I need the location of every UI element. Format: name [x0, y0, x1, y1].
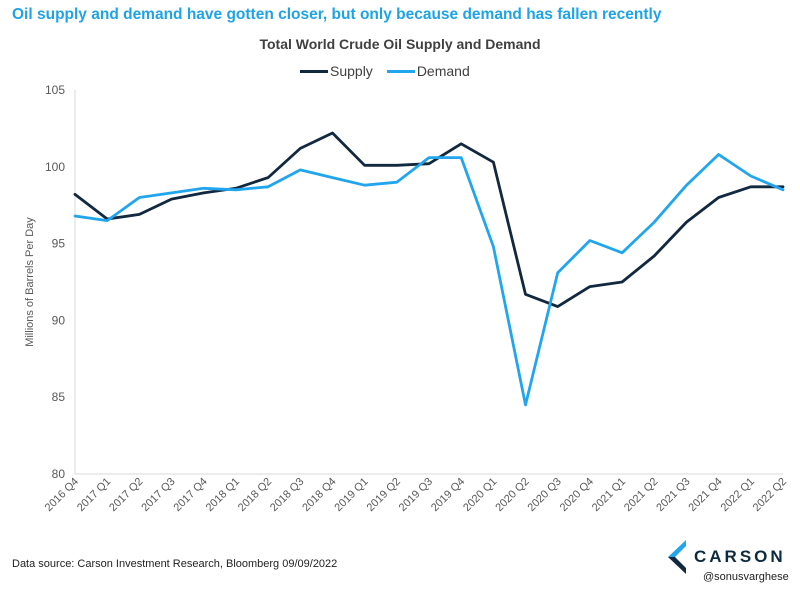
x-tick-label: 2020 Q2: [493, 476, 531, 514]
x-tick-label: 2020 Q3: [526, 476, 564, 514]
brand-name: CARSON: [694, 547, 786, 566]
y-tick-label: 85: [52, 390, 66, 404]
y-axis-label: Millions of Barrels Per Day: [24, 217, 36, 347]
x-tick-label: 2018 Q1: [204, 476, 242, 514]
x-tick-label: 2021 Q4: [686, 476, 724, 514]
x-tick-label: 2019 Q2: [365, 476, 403, 514]
series-line-demand: [73, 153, 785, 407]
legend-swatch-supply: [300, 69, 328, 73]
x-tick-label: 2020 Q4: [558, 476, 596, 514]
x-tick-label: 2018 Q2: [236, 476, 274, 514]
x-tick-label: 2019 Q3: [397, 476, 435, 514]
carson-logo: CARSON: [666, 540, 786, 574]
chart-title: Total World Crude Oil Supply and Demand: [259, 36, 541, 52]
x-tick-label: 2021 Q2: [622, 476, 660, 514]
legend: Supply Demand: [300, 63, 484, 79]
y-tick-label: 95: [52, 237, 66, 251]
x-tick-label: 2018 Q3: [268, 476, 306, 514]
carson-chevron-icon: [668, 540, 686, 574]
x-tick-label: 2016 Q4: [43, 476, 81, 514]
x-tick-label: 2017 Q1: [75, 476, 113, 514]
x-tick-label: 2019 Q1: [332, 476, 370, 514]
headline: Oil supply and demand have gotten closer…: [12, 6, 662, 23]
legend-swatch-demand: [386, 69, 415, 73]
y-tick-label: 80: [52, 467, 66, 481]
x-tick-label: 2022 Q1: [719, 476, 757, 514]
x-tick-label: 2019 Q4: [429, 476, 467, 514]
data-source-note: Data source: Carson Investment Research,…: [12, 558, 338, 570]
x-tick-label: 2021 Q1: [590, 476, 628, 514]
x-tick-label: 2017 Q2: [107, 476, 145, 514]
legend-item-demand: Demand: [386, 63, 470, 79]
x-tick-label: 2022 Q2: [751, 476, 789, 514]
series-line-supply: [73, 131, 785, 309]
legend-label-supply: Supply: [330, 63, 373, 79]
x-tick-label: 2017 Q4: [172, 476, 210, 514]
y-tick-label: 100: [45, 160, 65, 174]
legend-label-demand: Demand: [416, 63, 470, 79]
author-handle: @sonusvarghese: [703, 571, 789, 583]
y-tick-label: 105: [45, 83, 65, 97]
x-tick-label: 2020 Q1: [461, 476, 499, 514]
legend-item-supply: Supply: [300, 63, 373, 79]
x-tick-label: 2018 Q4: [300, 476, 338, 514]
y-tick-label: 90: [52, 313, 66, 327]
x-tick-label: 2017 Q3: [139, 476, 177, 514]
x-tick-label: 2021 Q3: [654, 476, 692, 514]
